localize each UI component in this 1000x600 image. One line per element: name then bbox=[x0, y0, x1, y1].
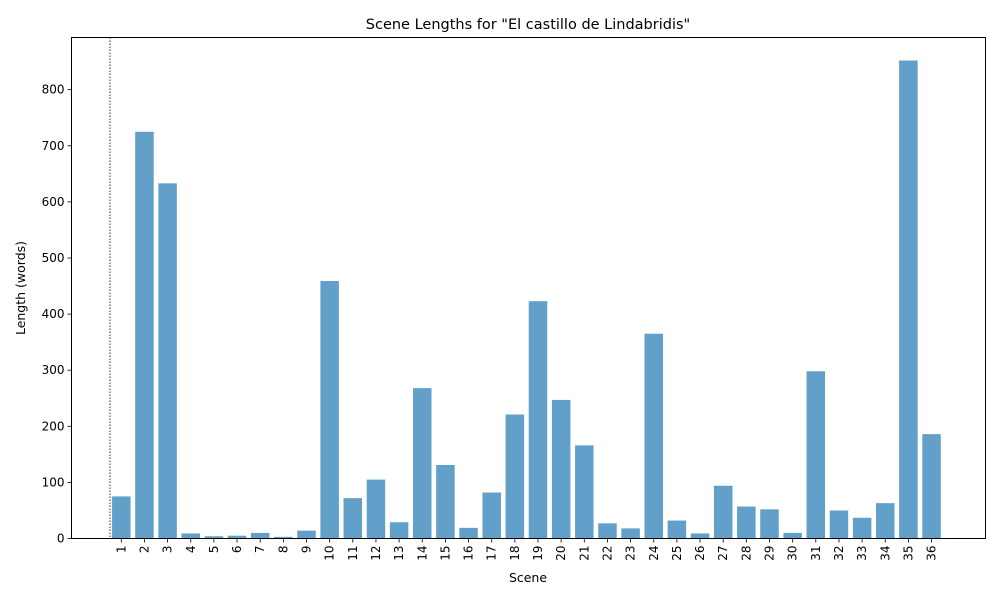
bar-scene-27 bbox=[713, 485, 733, 539]
bar-scene-14 bbox=[412, 388, 432, 539]
y-tick-label: 400 bbox=[42, 307, 65, 321]
bar-scene-5 bbox=[204, 536, 224, 539]
y-axis: 0 100 200 300 400 500 600 700 800 bbox=[42, 83, 72, 546]
bar-scene-4 bbox=[181, 533, 201, 539]
x-tick-label: 16 bbox=[462, 546, 476, 561]
x-tick-label: 23 bbox=[624, 546, 638, 561]
x-tick-label: 7 bbox=[253, 546, 267, 554]
bar-scene-29 bbox=[760, 509, 779, 539]
bar-scene-28 bbox=[737, 506, 756, 539]
bar-scene-3 bbox=[158, 183, 177, 539]
x-tick-label: 36 bbox=[925, 546, 939, 561]
y-tick-label: 0 bbox=[57, 532, 65, 546]
bar-scene-35 bbox=[899, 60, 918, 539]
y-tick-label: 600 bbox=[42, 195, 65, 209]
x-tick-label: 32 bbox=[832, 546, 846, 561]
x-tick-label: 25 bbox=[670, 546, 684, 561]
bar-scene-7 bbox=[250, 532, 270, 539]
x-tick-label: 5 bbox=[207, 546, 221, 554]
x-tick-label: 27 bbox=[716, 546, 730, 561]
x-tick-label: 20 bbox=[554, 546, 568, 561]
x-tick-label: 12 bbox=[369, 546, 383, 561]
bar-scene-24 bbox=[644, 333, 664, 539]
bar-scene-36 bbox=[922, 434, 941, 539]
x-tick-label: 15 bbox=[438, 546, 452, 561]
x-tick-label: 9 bbox=[300, 546, 314, 554]
x-tick-label: 3 bbox=[161, 546, 175, 554]
bar-scene-26 bbox=[690, 533, 710, 539]
x-tick-label: 6 bbox=[230, 546, 244, 554]
x-tick-label: 4 bbox=[184, 546, 198, 554]
y-axis-label: Length (words) bbox=[13, 241, 28, 335]
bar-scene-33 bbox=[852, 517, 872, 539]
bar-scene-25 bbox=[667, 520, 687, 539]
bar-scene-16 bbox=[459, 527, 478, 539]
bar-scene-32 bbox=[829, 510, 849, 539]
x-tick-label: 22 bbox=[600, 546, 614, 561]
bar-scene-23 bbox=[621, 528, 640, 539]
x-tick-label: 8 bbox=[276, 546, 290, 554]
x-tick-label: 26 bbox=[693, 546, 707, 561]
x-tick-label: 10 bbox=[323, 546, 337, 561]
y-tick-label: 200 bbox=[42, 419, 65, 433]
x-axis: 1 2 3 4 5 6 7 8 9 10 11 12 13 14 15 16 17 18 19 20 21 22 23 24 2… bbox=[114, 538, 939, 561]
x-tick-label: 18 bbox=[508, 546, 522, 561]
x-tick-label: 30 bbox=[786, 546, 800, 561]
x-tick-label: 13 bbox=[392, 546, 406, 561]
bars-group bbox=[112, 60, 941, 539]
bar-scene-21 bbox=[575, 445, 594, 539]
chart-title: Scene Lengths for "El castillo de Lindab… bbox=[366, 17, 690, 33]
x-tick-label: 19 bbox=[531, 546, 545, 561]
x-tick-label: 17 bbox=[485, 546, 499, 561]
x-tick-label: 14 bbox=[415, 546, 429, 561]
x-tick-label: 29 bbox=[763, 546, 777, 561]
x-tick-label: 2 bbox=[137, 546, 151, 554]
y-tick-label: 800 bbox=[42, 83, 65, 97]
bar-scene-34 bbox=[875, 503, 895, 539]
bar-scene-18 bbox=[505, 414, 525, 539]
bar-scene-10 bbox=[320, 280, 339, 539]
x-tick-label: 34 bbox=[878, 546, 892, 561]
y-tick-label: 500 bbox=[42, 251, 65, 265]
bar-scene-2 bbox=[135, 131, 154, 539]
y-tick-label: 300 bbox=[42, 363, 65, 377]
x-tick-label: 33 bbox=[855, 546, 869, 561]
bar-scene-30 bbox=[783, 532, 802, 539]
bar-scene-6 bbox=[227, 535, 247, 539]
x-tick-label: 24 bbox=[647, 546, 661, 561]
bar-scene-20 bbox=[551, 399, 571, 539]
bar-scene-1 bbox=[112, 496, 131, 539]
bar-scene-22 bbox=[598, 523, 617, 539]
bar-scene-15 bbox=[436, 465, 455, 539]
x-tick-label: 28 bbox=[739, 546, 753, 561]
bar-scene-9 bbox=[297, 530, 316, 539]
bar-scene-17 bbox=[482, 492, 501, 539]
bar-scene-31 bbox=[806, 371, 826, 539]
bar-scene-11 bbox=[343, 498, 363, 539]
bar-scene-12 bbox=[366, 479, 386, 539]
x-tick-label: 31 bbox=[809, 546, 823, 561]
y-tick-label: 700 bbox=[42, 139, 65, 153]
bar-scene-13 bbox=[389, 522, 409, 539]
x-axis-label: Scene bbox=[509, 570, 547, 585]
y-tick-label: 100 bbox=[42, 475, 65, 489]
x-tick-label: 11 bbox=[346, 546, 360, 561]
x-tick-label: 35 bbox=[901, 546, 915, 561]
bar-scene-8 bbox=[274, 536, 293, 539]
plot-frame bbox=[71, 37, 986, 539]
bar-scene-19 bbox=[528, 301, 548, 539]
x-tick-label: 21 bbox=[577, 546, 591, 561]
x-tick-label: 1 bbox=[114, 546, 128, 554]
